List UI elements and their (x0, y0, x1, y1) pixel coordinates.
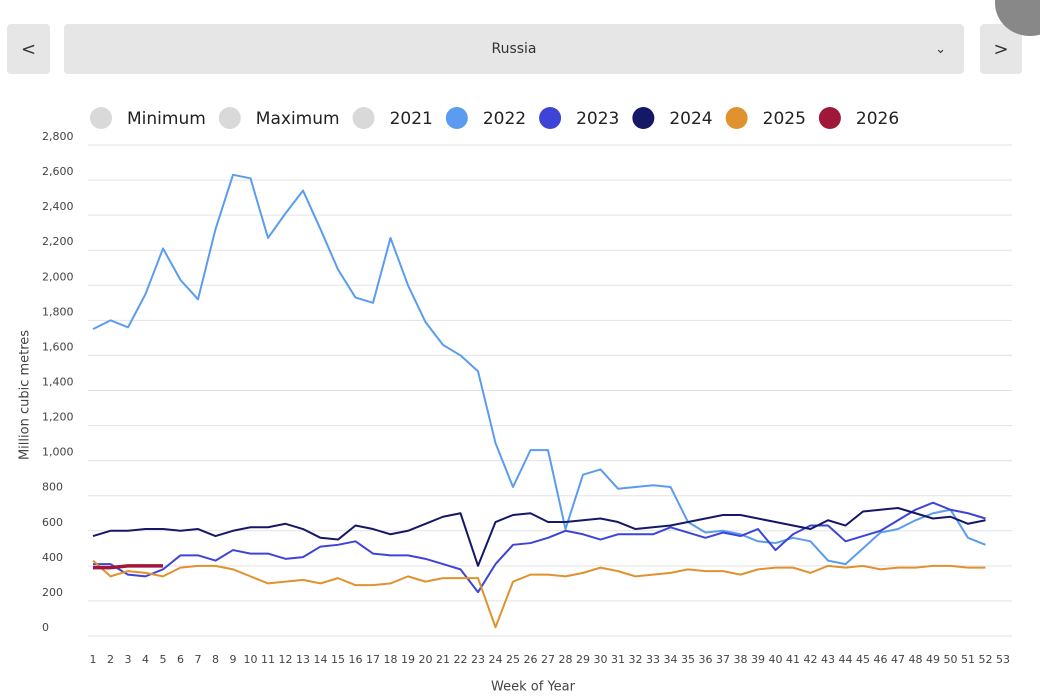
y-tick-label: 600 (42, 516, 63, 529)
x-tick-label: 23 (471, 653, 485, 666)
legend-swatch (218, 107, 241, 129)
x-tick-label: 16 (349, 653, 363, 666)
series-line (92, 559, 986, 629)
y-tick-label: 2,400 (42, 200, 74, 213)
x-tick-label: 1 (90, 653, 97, 666)
x-tick-label: 2 (107, 653, 114, 666)
x-tick-label: 13 (296, 653, 310, 666)
x-tick-label: 25 (506, 653, 520, 666)
x-tick-label: 45 (856, 653, 870, 666)
x-tick-label: 51 (961, 653, 975, 666)
x-tick-label: 18 (384, 653, 398, 666)
x-tick-label: 29 (576, 653, 590, 666)
y-axis-title: Million cubic metres (18, 330, 33, 460)
x-tick-label: 46 (874, 653, 888, 666)
series-line (92, 506, 986, 567)
x-tick-label: 47 (891, 653, 905, 666)
legend-swatch (818, 107, 841, 129)
y-tick-label: 2,600 (42, 165, 74, 178)
series-line (93, 501, 986, 594)
x-tick-label: 15 (331, 653, 345, 666)
x-tick-label: 19 (401, 653, 415, 666)
x-tick-label: 44 (839, 653, 853, 666)
legend-label: 2022 (483, 109, 526, 129)
legend-label: Maximum (256, 109, 340, 129)
x-tick-label: 14 (314, 653, 328, 666)
series-line (92, 173, 986, 566)
dropdown-value: Russia (491, 41, 537, 57)
prev-button[interactable]: < (7, 24, 50, 74)
legend-label: 2026 (856, 109, 899, 129)
x-tick-label: 38 (734, 653, 748, 666)
x-tick-label: 43 (821, 653, 835, 666)
x-tick-label: 8 (212, 653, 219, 666)
y-tick-label: 2,200 (42, 235, 74, 248)
legend-label: 2023 (576, 109, 619, 129)
x-tick-label: 32 (629, 653, 643, 666)
y-tick-label: 1,800 (42, 305, 74, 318)
x-tick-label: 52 (979, 653, 993, 666)
x-tick-label: 36 (699, 653, 713, 666)
x-tick-label: 48 (909, 653, 923, 666)
x-tick-label: 9 (230, 653, 237, 666)
x-tick-label: 33 (646, 653, 660, 666)
x-tick-label: 49 (926, 653, 940, 666)
legend-swatch (539, 107, 562, 129)
x-tick-label: 17 (366, 653, 380, 666)
x-tick-label: 31 (611, 653, 625, 666)
legend-swatch (90, 107, 112, 129)
x-tick-label: 50 (944, 653, 958, 666)
x-tick-label: 24 (489, 653, 503, 666)
country-dropdown[interactable]: Russia ⌄ (64, 24, 964, 74)
x-axis-title: Week of Year (491, 680, 576, 695)
y-tick-label: 0 (42, 621, 49, 634)
x-tick-label: 22 (454, 653, 468, 666)
x-tick-label: 34 (664, 653, 678, 666)
y-tick-label: 1,600 (42, 340, 74, 353)
x-tick-label: 6 (177, 653, 184, 666)
chevron: ⌄ (935, 41, 946, 57)
x-tick-label: 10 (244, 653, 258, 666)
x-tick-label: 21 (436, 653, 450, 666)
x-tick-label: 7 (195, 653, 202, 666)
legend-swatch (725, 107, 748, 129)
x-tick-label: 40 (769, 653, 783, 666)
x-tick-label: 39 (751, 653, 765, 666)
y-tick-label: 2,000 (42, 270, 74, 283)
x-tick-label: 42 (804, 653, 818, 666)
legend-swatch (352, 107, 375, 129)
legend-label: 2024 (669, 109, 712, 129)
y-tick-label: 1,200 (42, 411, 74, 424)
legend-swatch (632, 107, 655, 129)
x-tick-label: 11 (261, 653, 275, 666)
x-tick-label: 20 (419, 653, 433, 666)
x-tick-label: 27 (541, 653, 555, 666)
x-tick-label: 5 (160, 653, 167, 666)
x-tick-label: 37 (716, 653, 730, 666)
y-tick-label: 1,400 (42, 376, 74, 389)
x-tick-label: 4 (142, 653, 149, 666)
y-tick-label: 200 (42, 586, 63, 599)
x-tick-label: 26 (524, 653, 538, 666)
x-tick-label: 41 (786, 653, 800, 666)
legend-label: 2025 (763, 109, 806, 129)
x-tick-label: 12 (279, 653, 293, 666)
x-tick-label: 30 (594, 653, 608, 666)
y-tick-label: 2,800 (42, 130, 74, 143)
legend-label: 2021 (390, 109, 433, 129)
series-line (93, 564, 163, 570)
legend-label: Minimum (127, 109, 206, 129)
legend-swatch (445, 107, 468, 129)
x-tick-label: 3 (125, 653, 132, 666)
x-tick-label: 53 (996, 653, 1010, 666)
x-tick-label: 28 (559, 653, 573, 666)
y-tick-label: 800 (42, 481, 63, 494)
x-tick-label: 35 (681, 653, 695, 666)
y-tick-label: 1,000 (42, 446, 74, 459)
y-tick-label: 400 (42, 551, 63, 564)
